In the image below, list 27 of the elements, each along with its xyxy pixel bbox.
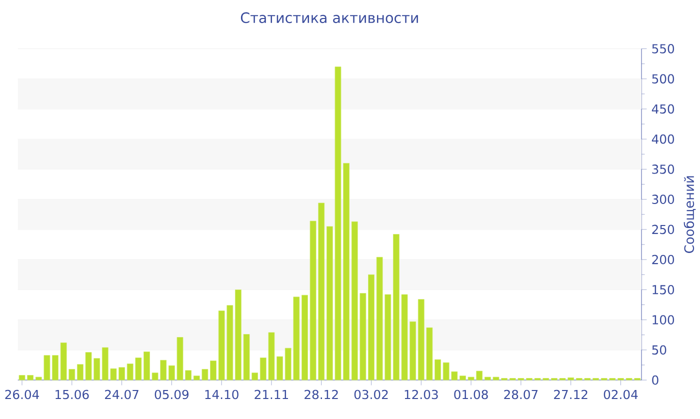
y-tick-label: 0 xyxy=(652,375,658,385)
x-tick-label: 01.08 xyxy=(454,390,488,400)
y-tick-label: 350 xyxy=(652,164,674,174)
x-tick-label: 14.10 xyxy=(205,390,238,400)
x-tick-label: 28.07 xyxy=(504,390,538,400)
y-tick-label: 150 xyxy=(652,285,674,294)
x-tick-label: 27.12 xyxy=(554,390,588,399)
y-tick-label: 250 xyxy=(652,224,674,234)
x-tick-label: 03.02 xyxy=(354,390,388,400)
y-tick-label: 500 xyxy=(652,74,674,84)
y-tick-label: 50 xyxy=(652,345,666,355)
x-tick-label: 24.07 xyxy=(105,390,138,400)
x-tick-label: 02.04 xyxy=(604,390,638,400)
y-tick-label: 300 xyxy=(652,194,674,204)
x-tick-label: 28.12 xyxy=(304,390,338,400)
x-tick-label: 26.04 xyxy=(5,390,39,400)
y-tick-label: 100 xyxy=(652,315,674,324)
y-tick-label: 200 xyxy=(652,254,674,264)
y-tick-label: 550 xyxy=(652,44,674,54)
x-tick-label: 21.11 xyxy=(254,390,288,399)
x-tick-label: 05.09 xyxy=(154,390,188,400)
chart-title: Статистика активности xyxy=(240,12,418,24)
x-tick-label: 12.03 xyxy=(404,390,438,400)
y-axis-title: Сообщений xyxy=(684,176,696,253)
y-tick-label: 450 xyxy=(652,104,674,114)
y-tick-label: 400 xyxy=(652,134,674,144)
x-tick-label: 15.06 xyxy=(56,390,89,400)
